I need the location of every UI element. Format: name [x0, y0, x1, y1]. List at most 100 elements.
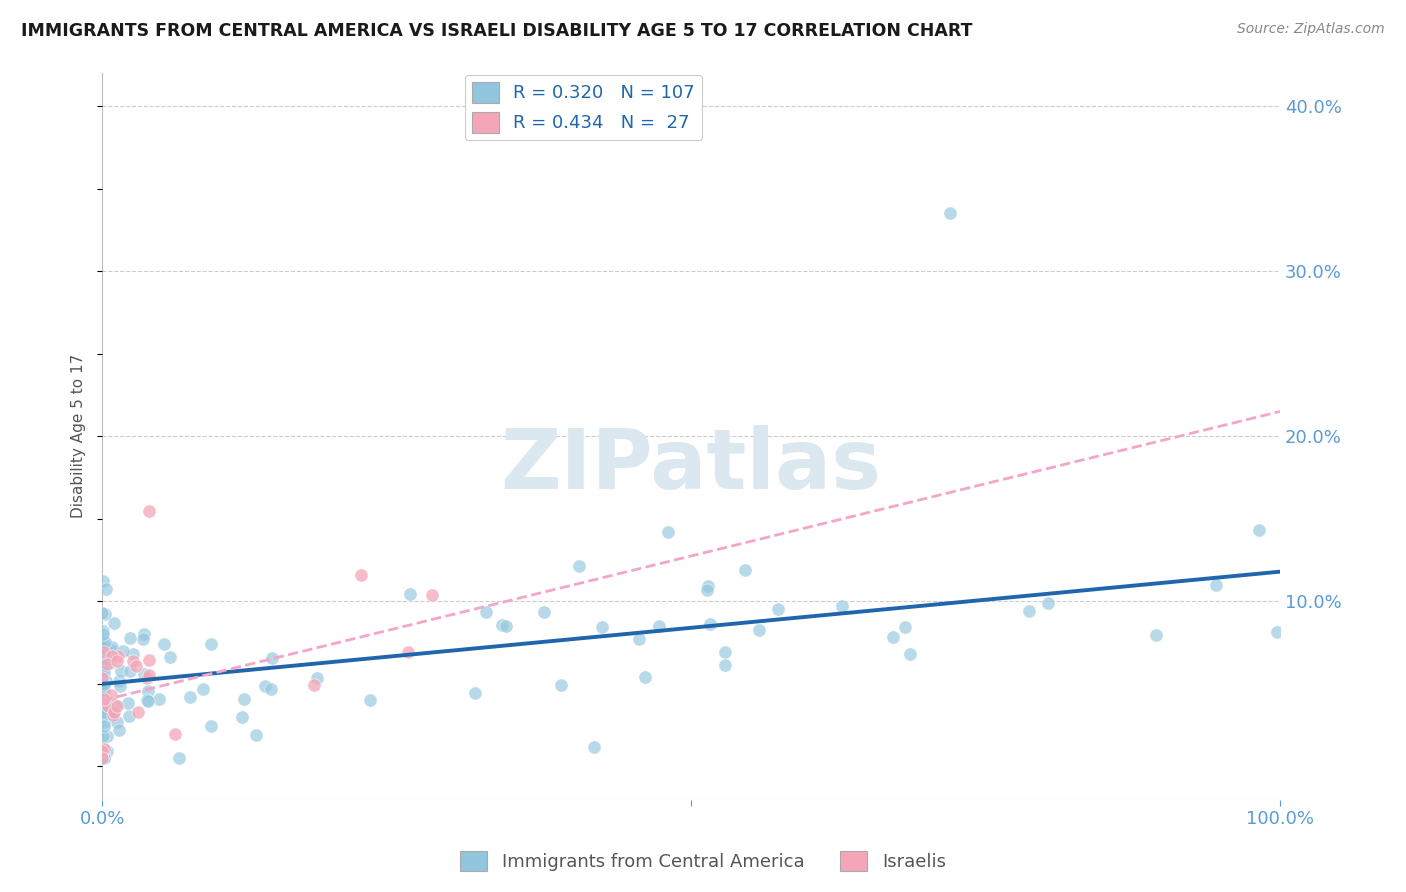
Point	[550, 678, 572, 692]
Point	[105, 698, 128, 713]
Point	[495, 618, 517, 632]
Point	[135, 671, 157, 685]
Point	[91, 606, 114, 620]
Point	[96, 582, 118, 597]
Point	[110, 664, 132, 678]
Point	[96, 653, 118, 667]
Point	[138, 503, 160, 517]
Point	[93, 714, 115, 729]
Point	[91, 624, 114, 638]
Text: IMMIGRANTS FROM CENTRAL AMERICA VS ISRAELI DISABILITY AGE 5 TO 17 CORRELATION CH: IMMIGRANTS FROM CENTRAL AMERICA VS ISRAE…	[21, 22, 973, 40]
Point	[96, 674, 118, 689]
Point	[96, 729, 118, 743]
Point	[100, 643, 122, 657]
Point	[93, 719, 115, 733]
Point	[231, 710, 253, 724]
Point	[200, 719, 222, 733]
Point	[118, 631, 141, 645]
Point	[138, 668, 160, 682]
Point	[127, 705, 149, 719]
Point	[105, 654, 128, 668]
Point	[1144, 628, 1167, 642]
Point	[882, 630, 904, 644]
Point	[260, 682, 283, 697]
Y-axis label: Disability Age 5 to 17: Disability Age 5 to 17	[72, 354, 86, 518]
Legend: Immigrants from Central America, Israelis: Immigrants from Central America, Israeli…	[453, 844, 953, 879]
Point	[491, 617, 513, 632]
Point	[233, 692, 256, 706]
Point	[93, 680, 115, 694]
Point	[93, 741, 115, 756]
Point	[568, 559, 591, 574]
Point	[112, 643, 135, 657]
Point	[148, 692, 170, 706]
Point	[307, 671, 329, 685]
Point	[100, 689, 122, 703]
Point	[101, 709, 124, 723]
Point	[91, 709, 114, 723]
Point	[939, 206, 962, 220]
Point	[167, 751, 190, 765]
Point	[302, 678, 325, 692]
Point	[591, 620, 613, 634]
Point	[627, 632, 650, 647]
Point	[91, 698, 114, 712]
Point	[107, 674, 129, 689]
Point	[96, 698, 118, 713]
Point	[699, 617, 721, 632]
Point	[398, 645, 420, 659]
Point	[136, 694, 159, 708]
Point	[91, 574, 114, 588]
Point	[634, 670, 657, 684]
Point	[91, 729, 114, 743]
Point	[91, 751, 114, 765]
Point	[108, 679, 131, 693]
Point	[134, 627, 156, 641]
Point	[93, 645, 115, 659]
Point	[138, 653, 160, 667]
Point	[533, 606, 555, 620]
Text: Source: ZipAtlas.com: Source: ZipAtlas.com	[1237, 22, 1385, 37]
Point	[101, 704, 124, 718]
Point	[96, 644, 118, 658]
Point	[350, 568, 373, 582]
Point	[1036, 597, 1059, 611]
Point	[93, 692, 115, 706]
Point	[93, 665, 115, 680]
Point	[107, 649, 129, 664]
Point	[191, 681, 214, 696]
Point	[93, 677, 115, 691]
Point	[103, 708, 125, 723]
Point	[118, 664, 141, 678]
Point	[103, 705, 125, 719]
Point	[898, 647, 921, 661]
Point	[93, 706, 115, 720]
Point	[748, 623, 770, 637]
Point	[91, 671, 114, 685]
Point	[894, 620, 917, 634]
Point	[108, 723, 131, 737]
Point	[359, 692, 381, 706]
Point	[91, 751, 114, 765]
Point	[93, 751, 115, 765]
Point	[91, 640, 114, 654]
Point	[583, 740, 606, 755]
Point	[91, 650, 114, 665]
Point	[399, 587, 422, 601]
Point	[696, 583, 718, 598]
Point	[91, 664, 114, 678]
Point	[91, 744, 114, 758]
Point	[714, 644, 737, 658]
Point	[93, 607, 115, 621]
Point	[697, 579, 720, 593]
Point	[122, 647, 145, 661]
Point	[96, 744, 118, 758]
Point	[91, 681, 114, 696]
Legend: R = 0.320   N = 107, R = 0.434   N =  27: R = 0.320 N = 107, R = 0.434 N = 27	[464, 75, 702, 140]
Point	[134, 667, 156, 681]
Point	[91, 650, 114, 665]
Point	[464, 686, 486, 700]
Text: ZIPatlas: ZIPatlas	[501, 425, 882, 506]
Point	[91, 637, 114, 651]
Point	[91, 626, 114, 640]
